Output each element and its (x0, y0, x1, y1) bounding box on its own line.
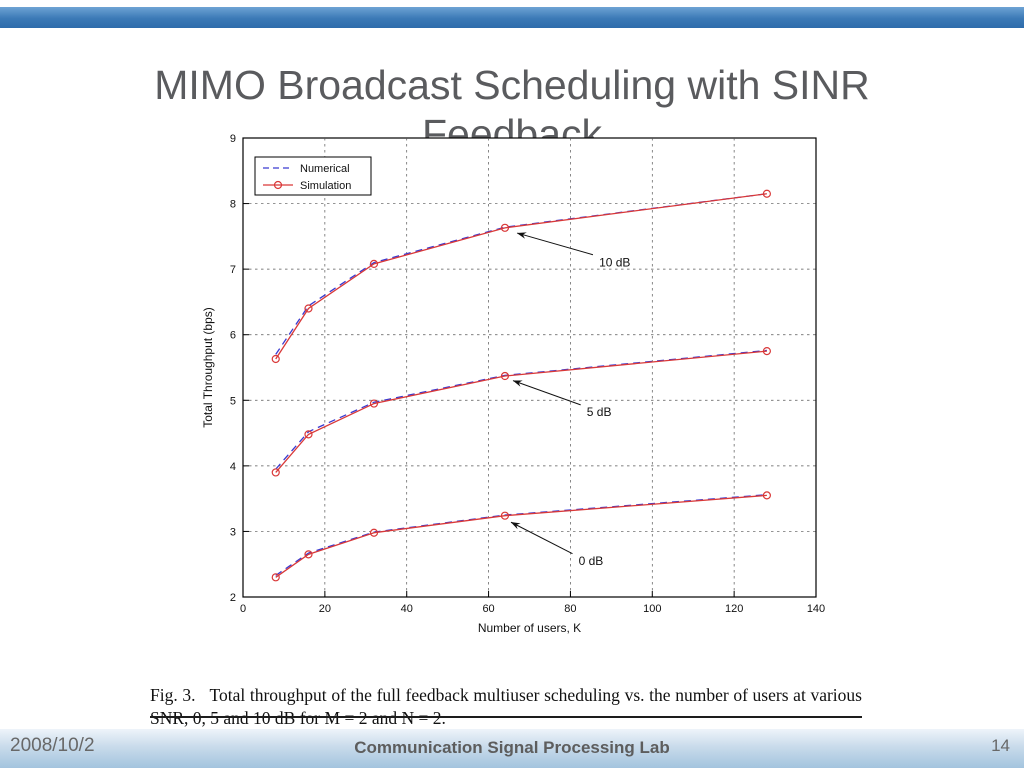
simulation-marker (369, 259, 379, 268)
annotation-label: 10 dB (599, 256, 630, 270)
simulation-marker (304, 430, 313, 439)
simulation-line-10dB (275, 193, 767, 360)
footer-lab-name: Communication Signal Processing Lab (354, 738, 670, 757)
simulation-marker (762, 347, 771, 356)
x-tick-label: 60 (482, 603, 494, 615)
annotation-arrow (512, 380, 581, 406)
y-tick-label: 6 (230, 330, 236, 342)
throughput-chart: 0 20 40 60 80 100 120 140 2 3 4 5 6 7 8 9 Number of user… (201, 133, 825, 635)
annotation-arrow (510, 521, 573, 555)
x-tick-label: 140 (807, 603, 825, 615)
x-tick-label: 20 (319, 603, 331, 615)
simulation-marker (369, 528, 379, 537)
y-tick-label: 4 (230, 461, 236, 473)
figure-caption: Fig. 3. Total throughput of the full feed… (150, 684, 862, 731)
footer-date: 2008/10/2 (10, 735, 95, 756)
top-accent-bar (0, 7, 1024, 28)
simulation-marker (500, 371, 510, 381)
simulation-marker (304, 550, 313, 559)
y-tick-label: 8 (230, 199, 236, 211)
legend-box (254, 156, 372, 196)
simulation-marker (271, 354, 280, 364)
simulation-marker (369, 399, 379, 408)
x-tick-label: 0 (240, 603, 246, 615)
simulation-line-5dB (275, 350, 767, 473)
legend-numerical-label: Numerical (300, 163, 350, 175)
figure-caption-text: Total throughput of the full feedback mu… (150, 684, 862, 729)
numerical-line-0dB (275, 494, 767, 576)
annotation-label: 5 dB (587, 405, 612, 419)
x-tick-label: 120 (725, 603, 743, 615)
simulation-marker (271, 573, 280, 582)
y-tick-label: 3 (230, 526, 236, 538)
figure-caption-label: Fig. 3. (150, 684, 196, 705)
simulation-marker (500, 511, 510, 520)
simulation-marker (500, 223, 510, 232)
chart-legend: Numerical Simulation (254, 156, 372, 196)
caption-divider (150, 716, 862, 718)
x-tick-label: 40 (401, 603, 413, 615)
x-tick-label: 80 (564, 603, 576, 615)
simulation-marker (271, 468, 280, 477)
y-tick-label: 7 (230, 264, 236, 276)
simulation-line-0dB (275, 494, 767, 578)
chart-figure: 0 20 40 60 80 100 120 140 2 3 4 5 6 7 8 9 Number of user… (198, 128, 858, 648)
footer-bar: 2008/10/2 Communication Signal Processin… (0, 729, 1024, 768)
y-tick-label: 5 (230, 395, 236, 407)
simulation-marker (762, 491, 771, 500)
annotation-label: 0 dB (579, 554, 604, 568)
simulation-marker (304, 304, 313, 313)
plot-box (242, 137, 817, 598)
numerical-line-5dB (275, 349, 767, 470)
simulation-marker (762, 189, 771, 198)
legend-simulation-marker (273, 180, 283, 190)
y-axis-label: Total Throughput (bps) (201, 307, 215, 428)
footer-page-number: 14 (991, 736, 1010, 755)
y-tick-label: 9 (230, 133, 236, 145)
annotation-arrow (516, 232, 594, 256)
legend-simulation-label: Simulation (300, 180, 351, 192)
x-axis-label: Number of users, K (478, 621, 581, 635)
y-tick-label: 2 (230, 592, 236, 604)
x-tick-label: 100 (643, 603, 661, 615)
